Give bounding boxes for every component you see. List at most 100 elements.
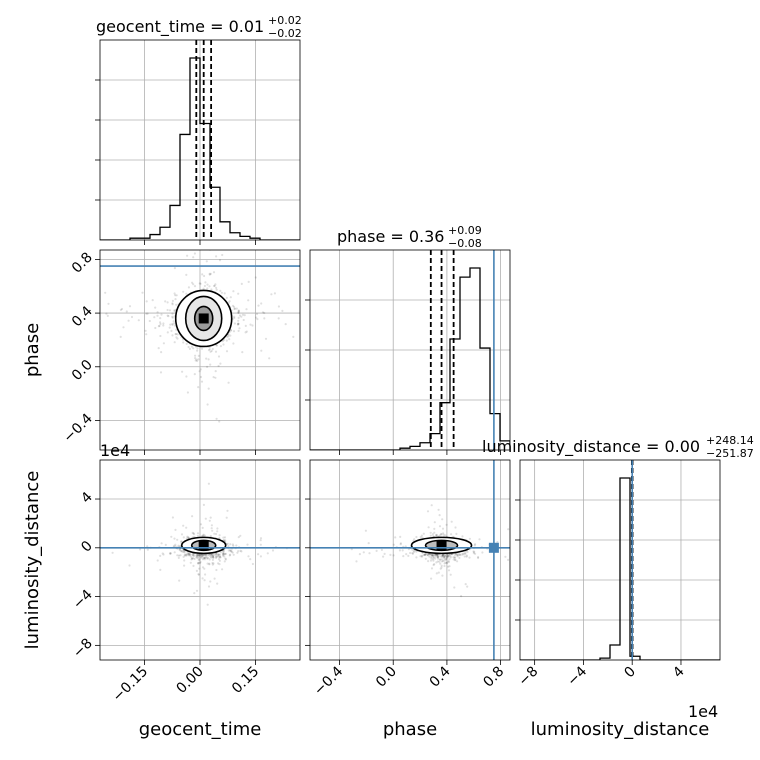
sample-point <box>439 558 442 561</box>
sample-point <box>249 323 252 326</box>
sample-point <box>261 311 265 314</box>
sample-point <box>207 358 210 361</box>
sample-point <box>200 380 204 383</box>
sample-point <box>197 562 200 565</box>
sample-point <box>444 557 448 561</box>
sample-point <box>449 556 452 559</box>
sample-point <box>201 526 204 530</box>
sample-point <box>204 573 207 576</box>
sample-point <box>431 554 435 557</box>
truth-marker <box>488 542 499 553</box>
sample-point <box>443 564 446 568</box>
sample-point <box>194 357 197 360</box>
sample-point <box>176 337 179 340</box>
sample-point <box>146 545 149 548</box>
sample-point <box>448 558 451 561</box>
title-geocent-time-minus: −0.02 <box>268 27 302 40</box>
sample-point <box>237 323 240 326</box>
contour-level-1 <box>184 295 223 342</box>
sample-point <box>228 554 231 557</box>
sample-point <box>238 314 242 317</box>
sample-point <box>211 563 214 566</box>
sample-point <box>169 323 172 326</box>
sample-point <box>215 344 218 347</box>
sample-point <box>174 543 177 546</box>
sample-point <box>240 315 243 318</box>
sample-point <box>208 554 211 557</box>
sample-point <box>229 549 232 553</box>
sample-point <box>240 550 243 553</box>
contour-level-2 <box>193 305 214 332</box>
sample-point <box>169 552 172 555</box>
sample-point <box>199 368 202 371</box>
sample-point <box>402 555 405 558</box>
x-axis-label-luminosity-distance: luminosity_distance <box>531 719 710 740</box>
sample-point <box>192 347 195 350</box>
x-tick-label: 4 <box>670 663 688 681</box>
frame-phase-histogram <box>309 249 511 451</box>
sample-point <box>160 313 163 316</box>
sample-point <box>175 336 178 339</box>
sample-point <box>191 553 194 556</box>
sample-point <box>415 556 418 559</box>
sample-point <box>157 347 160 350</box>
sample-point <box>193 592 196 595</box>
sample-point <box>200 534 204 538</box>
sample-point <box>440 564 443 567</box>
sample-point <box>189 553 192 556</box>
sample-point <box>224 553 227 556</box>
sample-point <box>430 553 433 557</box>
sample-point <box>452 558 455 561</box>
sample-point <box>436 553 439 557</box>
sample-point <box>202 554 205 557</box>
sample-point <box>477 555 480 559</box>
sample-point <box>179 554 182 557</box>
sample-point <box>209 363 212 366</box>
sample-point <box>204 556 207 560</box>
sample-point <box>175 328 178 331</box>
sample-point <box>445 556 448 559</box>
sample-point <box>160 542 163 545</box>
sample-point <box>164 543 167 547</box>
sample-point <box>180 540 183 544</box>
sample-point <box>268 357 271 360</box>
panel-luminosity-distance-histogram <box>520 460 720 660</box>
sample-point <box>145 300 148 303</box>
sample-point <box>183 553 186 557</box>
frame-geocent-time-histogram <box>99 39 301 241</box>
sample-point <box>237 292 240 295</box>
sample-point <box>230 218 232 220</box>
sample-point <box>201 566 205 569</box>
sample-point <box>411 552 414 555</box>
sample-point <box>183 554 186 557</box>
sample-point <box>209 553 212 556</box>
sample-point <box>463 555 466 558</box>
sample-point <box>180 550 183 553</box>
sample-point <box>237 310 240 313</box>
sample-point <box>281 309 284 312</box>
sample-point <box>174 298 177 301</box>
sample-point <box>284 323 287 326</box>
sample-point <box>196 359 199 363</box>
sample-point <box>209 350 212 353</box>
sample-point <box>197 573 200 576</box>
sample-point <box>214 350 218 353</box>
sample-point <box>465 555 468 558</box>
sample-point <box>237 316 240 319</box>
sample-point <box>190 555 193 558</box>
sample-point <box>229 329 232 332</box>
sample-point <box>174 333 177 336</box>
y-tick-label: −4 <box>70 587 96 613</box>
x-tick-label: 0.15 <box>229 664 262 697</box>
sample-point <box>454 559 457 562</box>
sample-point <box>198 553 201 557</box>
sample-point <box>221 568 224 571</box>
density-peak <box>198 540 209 551</box>
sample-point <box>434 555 437 558</box>
sample-point <box>171 322 174 325</box>
sample-point <box>458 553 461 556</box>
y-axis-label-luminosity-distance: luminosity_distance <box>22 471 43 650</box>
sample-point <box>212 562 215 565</box>
sample-point <box>195 358 198 361</box>
panel-phase-vs-luminosity-distance <box>310 460 510 660</box>
